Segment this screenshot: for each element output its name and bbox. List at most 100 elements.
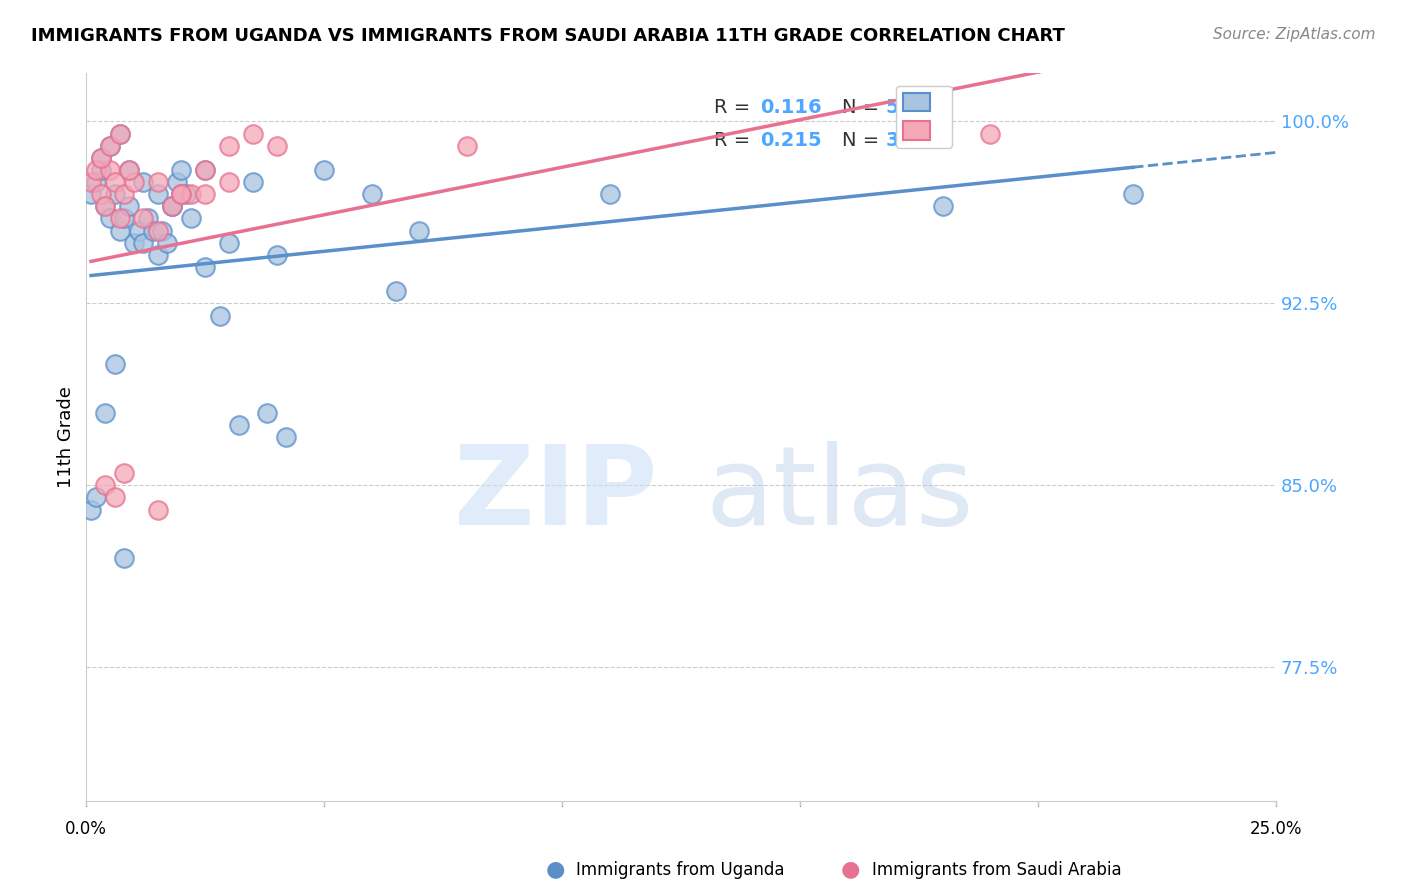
Point	[146, 502, 169, 516]
Point	[170, 187, 193, 202]
Point	[94, 478, 117, 492]
Point	[132, 235, 155, 250]
Text: ZIP: ZIP	[454, 442, 658, 549]
Point	[80, 175, 103, 189]
Point	[112, 187, 135, 202]
Point	[98, 163, 121, 178]
Point	[314, 163, 336, 178]
Point	[104, 175, 127, 189]
Text: 25.0%: 25.0%	[1250, 820, 1302, 838]
Point	[180, 187, 202, 202]
Point	[266, 248, 288, 262]
Point	[160, 199, 183, 213]
Text: 52: 52	[886, 98, 912, 117]
Point	[266, 138, 288, 153]
Point	[104, 491, 127, 505]
Point	[90, 187, 112, 202]
Point	[98, 211, 121, 226]
Point	[118, 163, 141, 178]
Text: IMMIGRANTS FROM UGANDA VS IMMIGRANTS FROM SAUDI ARABIA 11TH GRADE CORRELATION CH: IMMIGRANTS FROM UGANDA VS IMMIGRANTS FRO…	[31, 27, 1064, 45]
Text: R =: R =	[714, 131, 756, 150]
Point	[360, 187, 382, 202]
Point	[170, 187, 193, 202]
Point	[90, 163, 112, 178]
Text: N =: N =	[842, 131, 886, 150]
Point	[98, 138, 121, 153]
Point	[146, 224, 169, 238]
Point	[408, 224, 430, 238]
Point	[128, 224, 150, 238]
Point	[112, 211, 135, 226]
Point	[180, 211, 202, 226]
Point	[104, 187, 127, 202]
Point	[90, 151, 112, 165]
Point	[384, 285, 406, 299]
Point	[979, 127, 1001, 141]
Point	[166, 175, 188, 189]
Point	[160, 199, 183, 213]
Point	[218, 235, 240, 250]
Point	[194, 163, 217, 178]
Point	[1122, 187, 1144, 202]
Text: 33: 33	[886, 131, 912, 150]
Point	[932, 199, 955, 213]
Point	[112, 551, 135, 566]
Point	[118, 163, 141, 178]
Point	[118, 199, 141, 213]
Point	[108, 224, 131, 238]
Legend: , : ,	[896, 86, 952, 148]
Point	[132, 211, 155, 226]
Point	[146, 187, 169, 202]
Point	[156, 235, 179, 250]
Text: Immigrants from Uganda: Immigrants from Uganda	[576, 861, 785, 879]
Point	[194, 260, 217, 274]
Point	[108, 127, 131, 141]
Point	[170, 163, 193, 178]
Point	[146, 175, 169, 189]
Point	[456, 138, 478, 153]
Point	[194, 163, 217, 178]
Point	[242, 127, 264, 141]
Point	[84, 175, 107, 189]
Point	[242, 175, 264, 189]
Point	[122, 235, 145, 250]
Text: ●: ●	[546, 860, 565, 880]
Point	[208, 309, 231, 323]
Point	[276, 430, 298, 444]
Point	[84, 491, 107, 505]
Text: atlas: atlas	[704, 442, 973, 549]
Point	[108, 127, 131, 141]
Point	[98, 138, 121, 153]
Text: Source: ZipAtlas.com: Source: ZipAtlas.com	[1212, 27, 1375, 42]
Point	[94, 405, 117, 419]
Point	[142, 224, 165, 238]
Point	[80, 502, 103, 516]
Y-axis label: 11th Grade: 11th Grade	[58, 386, 75, 488]
Point	[112, 466, 135, 480]
Point	[94, 199, 117, 213]
Point	[599, 187, 621, 202]
Point	[218, 175, 240, 189]
Point	[218, 138, 240, 153]
Point	[108, 211, 131, 226]
Point	[170, 187, 193, 202]
Point	[256, 405, 278, 419]
Point	[136, 211, 159, 226]
Text: 0.0%: 0.0%	[65, 820, 107, 838]
Text: 0.215: 0.215	[759, 131, 821, 150]
Point	[122, 175, 145, 189]
Point	[194, 187, 217, 202]
Point	[228, 417, 250, 432]
Point	[94, 199, 117, 213]
Text: R =: R =	[714, 98, 756, 117]
Point	[80, 187, 103, 202]
Point	[84, 163, 107, 178]
Point	[174, 187, 197, 202]
Point	[146, 248, 169, 262]
Text: ●: ●	[841, 860, 860, 880]
Point	[160, 199, 183, 213]
Text: 0.116: 0.116	[759, 98, 821, 117]
Point	[90, 151, 112, 165]
Text: Immigrants from Saudi Arabia: Immigrants from Saudi Arabia	[872, 861, 1122, 879]
Point	[104, 357, 127, 371]
